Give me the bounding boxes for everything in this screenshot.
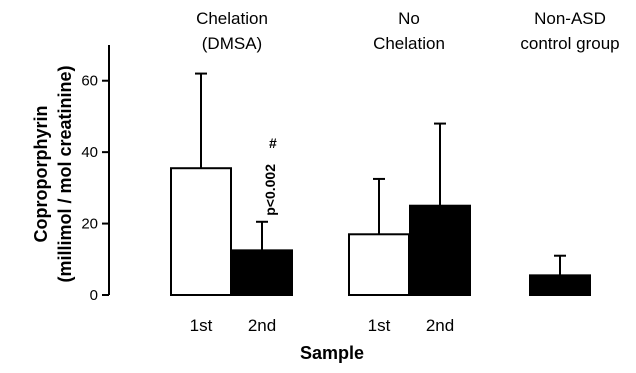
y-tick-label: 20 — [81, 216, 98, 233]
category-label: 1st — [368, 316, 391, 335]
group-label: Chelation — [196, 9, 268, 28]
y-tick-label: 60 — [81, 73, 98, 90]
x-axis-title: Sample — [300, 343, 364, 363]
y-tick-label: 0 — [90, 287, 98, 304]
y-axis-title: Coproporphyrin (millimol / mol creatinin… — [31, 65, 75, 282]
bars — [170, 72, 591, 297]
annotations: p<0.002 # — [262, 135, 278, 216]
group-labels: Chelation (DMSA) No Chelation Non-ASD control… — [196, 9, 620, 53]
bar-2nd-group-1 — [231, 249, 293, 297]
y-axis-title-line1: Coproporphyrin — [31, 106, 51, 243]
group-label: No — [398, 9, 420, 28]
group-label: Chelation — [373, 34, 445, 53]
category-labels: 1st 2nd 1st 2nd — [190, 316, 455, 335]
significance-marker: # — [269, 135, 277, 151]
bar-1st-group-1 — [170, 167, 232, 296]
group-label: Non-ASD — [534, 9, 606, 28]
p-value-annotation: p<0.002 — [262, 164, 278, 216]
y-tick-label: 40 — [81, 144, 98, 161]
category-label: 1st — [190, 316, 213, 335]
y-axis: 0 20 40 60 — [81, 45, 110, 304]
group-label: (DMSA) — [202, 34, 262, 53]
bar-control-group-3 — [529, 274, 591, 297]
y-axis-title-line2: (millimol / mol creatinine) — [55, 65, 75, 282]
bar-2nd-group-2 — [409, 204, 471, 296]
bar-1st-group-2 — [348, 233, 410, 297]
category-label: 2nd — [426, 316, 454, 335]
category-label: 2nd — [248, 316, 276, 335]
group-label: control group — [520, 34, 619, 53]
